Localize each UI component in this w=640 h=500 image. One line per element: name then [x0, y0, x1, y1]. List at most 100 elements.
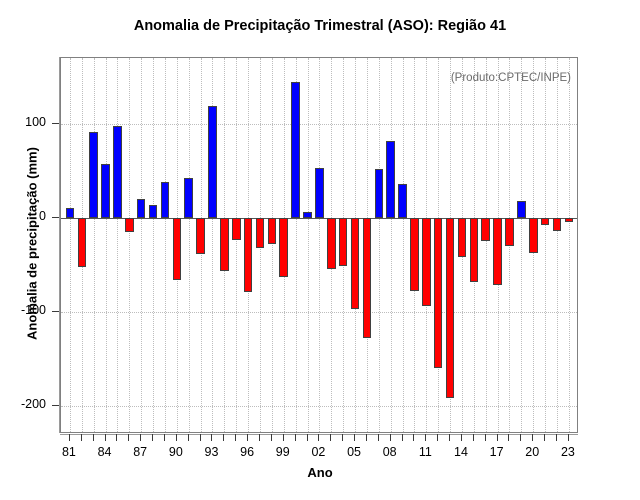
bar-92	[196, 217, 205, 254]
x-tick-mark	[425, 434, 427, 441]
x-tick-mark	[116, 434, 118, 441]
x-tick-mark	[235, 434, 237, 441]
x-tick-mark	[247, 434, 249, 441]
grid-line-vertical	[153, 58, 155, 432]
bar-22	[552, 217, 562, 231]
x-tick-mark	[342, 434, 344, 441]
bar-95	[231, 217, 241, 241]
x-tick-mark	[152, 434, 154, 441]
grid-line-vertical	[545, 58, 547, 432]
grid-line-vertical	[485, 58, 488, 432]
grid-line-vertical	[164, 58, 167, 432]
y-tick-label: 100	[25, 114, 46, 129]
bar-15	[469, 217, 479, 282]
grid-line-vertical	[129, 58, 131, 432]
y-tick-mark	[52, 122, 59, 124]
x-tick-label: 84	[97, 445, 112, 459]
x-tick-label: 17	[489, 445, 504, 459]
grid-line-vertical	[212, 58, 214, 432]
x-tick-mark	[104, 434, 106, 441]
x-tick-mark	[413, 434, 415, 441]
bar-11	[422, 217, 431, 307]
bar-85	[113, 125, 122, 218]
grid-line-vertical	[93, 58, 96, 432]
bar-91	[184, 178, 193, 218]
bar-05	[350, 217, 360, 309]
bar-84	[101, 164, 110, 218]
bar-86	[125, 217, 134, 232]
plot-area: (Produto:CPTEC/INPE)	[60, 57, 578, 433]
grid-line-horizontal	[61, 123, 577, 125]
grid-line-vertical	[521, 58, 523, 432]
bar-99	[279, 217, 289, 278]
x-tick-label: 93	[204, 445, 219, 459]
grid-line-vertical	[557, 58, 559, 432]
x-tick-mark	[532, 434, 534, 441]
x-tick-mark	[294, 434, 296, 441]
bar-04	[338, 217, 348, 266]
bar-01	[303, 212, 312, 218]
y-tick-label: -100	[20, 302, 46, 317]
x-tick-mark	[330, 434, 332, 441]
bar-08	[386, 140, 395, 218]
grid-line-vertical	[390, 58, 393, 432]
x-tick-label: 96	[240, 445, 255, 459]
x-tick-label: 20	[525, 445, 540, 459]
y-axis-title: Anomalia de precipitação (mm)	[24, 147, 40, 340]
bar-10	[410, 217, 419, 292]
x-tick-label: 02	[311, 445, 326, 459]
bar-21	[540, 217, 550, 226]
x-tick-mark	[460, 434, 462, 441]
x-tick-label: 99	[275, 445, 290, 459]
x-tick-mark	[544, 434, 546, 441]
bar-20	[528, 217, 538, 253]
x-tick-label: 23	[560, 445, 575, 459]
bar-12	[433, 217, 443, 369]
bar-94	[220, 217, 229, 272]
bar-03	[327, 217, 336, 270]
bar-19	[517, 200, 526, 218]
x-tick-label: 08	[382, 445, 397, 459]
x-tick-mark	[365, 434, 367, 441]
bar-89	[160, 182, 170, 218]
x-tick-mark	[199, 434, 201, 441]
x-tick-mark	[282, 434, 284, 441]
bar-00	[291, 81, 300, 218]
bar-81	[65, 208, 75, 218]
x-tick-mark	[306, 434, 308, 441]
source-annotation: (Produto:CPTEC/INPE)	[450, 72, 571, 84]
x-tick-label: 90	[168, 445, 183, 459]
bar-02	[315, 167, 324, 218]
x-tick-mark	[163, 434, 165, 441]
x-tick-mark	[318, 434, 320, 441]
grid-line-vertical	[378, 58, 381, 432]
x-tick-mark	[175, 434, 177, 441]
grid-line-vertical	[188, 58, 191, 432]
bar-98	[267, 217, 277, 245]
x-tick-mark	[211, 434, 213, 441]
bar-96	[243, 217, 253, 293]
grid-line-vertical	[307, 58, 310, 432]
x-tick-mark	[556, 434, 558, 441]
y-tick-mark	[52, 216, 59, 218]
x-tick-mark	[80, 434, 82, 441]
x-tick-label: 11	[418, 445, 432, 459]
grid-line-horizontal	[61, 405, 577, 407]
bar-82	[77, 217, 87, 267]
x-tick-mark	[140, 434, 142, 441]
page-title: Anomalia de Precipitação Trimestral (ASO…	[133, 18, 507, 34]
grid-line-vertical	[295, 58, 298, 432]
bar-23	[564, 217, 574, 223]
x-tick-mark	[354, 434, 356, 441]
x-tick-label: 05	[347, 445, 361, 459]
bar-14	[457, 217, 467, 258]
bar-16	[481, 217, 490, 242]
x-tick-label: 81	[61, 445, 76, 459]
bar-09	[398, 183, 407, 218]
x-tick-label: 87	[133, 445, 148, 459]
bar-83	[89, 132, 98, 218]
grid-line-vertical	[141, 58, 143, 432]
bar-06	[362, 217, 372, 339]
zero-baseline	[61, 217, 577, 219]
grid-line-vertical	[271, 58, 274, 432]
